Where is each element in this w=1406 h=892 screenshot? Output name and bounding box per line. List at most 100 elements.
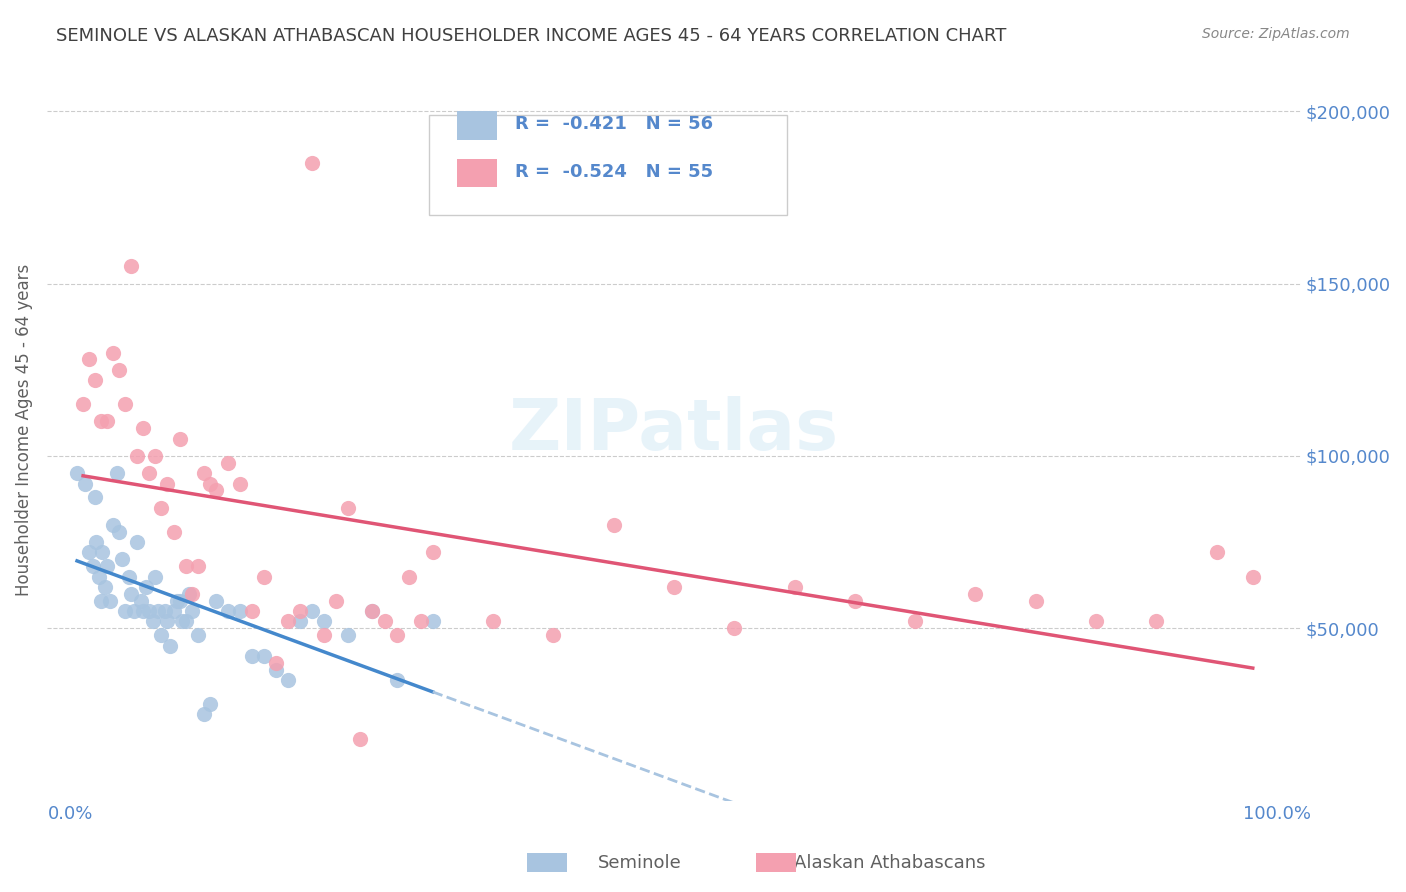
Y-axis label: Householder Income Ages 45 - 64 years: Householder Income Ages 45 - 64 years (15, 264, 32, 596)
Text: Alaskan Athabascans: Alaskan Athabascans (794, 855, 986, 872)
Point (253, 648, 276, 663)
Point (118, 569, 141, 583)
Point (127, 535, 149, 549)
Point (108, 524, 131, 539)
Point (277, 615, 299, 629)
Point (114, 604, 136, 618)
Point (904, 615, 927, 629)
Point (180, 587, 202, 601)
Point (1144, 615, 1167, 629)
Point (422, 545, 444, 559)
Point (198, 476, 221, 491)
Point (82, 559, 104, 574)
Point (156, 615, 179, 629)
Point (96, 559, 118, 574)
Point (337, 500, 360, 515)
Point (783, 580, 806, 594)
Point (204, 483, 226, 498)
Point (385, 628, 408, 642)
Point (84, 491, 107, 505)
Point (72, 397, 94, 411)
Point (602, 517, 624, 532)
Point (179, 587, 201, 601)
Point (103, 345, 125, 359)
Point (150, 500, 173, 515)
Point (217, 456, 239, 470)
Point (66, 466, 89, 480)
Point (288, 615, 311, 629)
Point (543, 628, 565, 642)
Point (240, 648, 263, 663)
Point (314, 628, 336, 642)
Point (253, 569, 276, 583)
Point (277, 673, 299, 687)
Point (174, 615, 197, 629)
Point (409, 615, 432, 629)
Point (361, 604, 384, 618)
Point (84, 373, 107, 387)
Point (150, 628, 173, 642)
Point (288, 604, 311, 618)
Text: SEMINOLE VS ALASKAN ATHABASCAN HOUSEHOLDER INCOME AGES 45 - 64 YEARS CORRELATION: SEMINOLE VS ALASKAN ATHABASCAN HOUSEHOLD… (56, 27, 1007, 45)
Point (145, 569, 167, 583)
Point (77, 352, 100, 367)
Point (301, 156, 323, 170)
Point (482, 615, 505, 629)
Point (138, 466, 160, 480)
Point (169, 593, 191, 607)
Point (180, 604, 202, 618)
Point (193, 466, 215, 480)
Point (204, 593, 226, 607)
Point (105, 466, 128, 480)
Point (1025, 593, 1047, 607)
Point (301, 604, 323, 618)
Point (193, 707, 215, 722)
Point (422, 615, 444, 629)
Point (96, 415, 118, 429)
Point (145, 449, 167, 463)
Point (349, 731, 371, 746)
Point (1241, 569, 1264, 583)
Point (162, 524, 184, 539)
Point (153, 604, 176, 618)
Point (146, 604, 169, 618)
Point (1205, 545, 1227, 559)
Point (166, 593, 188, 607)
Point (325, 593, 347, 607)
Point (662, 580, 685, 594)
FancyBboxPatch shape (429, 115, 787, 215)
Point (91, 545, 114, 559)
Point (1085, 615, 1108, 629)
Point (723, 621, 745, 635)
Point (103, 517, 125, 532)
Point (169, 432, 191, 446)
Point (122, 604, 145, 618)
Point (86, 535, 108, 549)
Point (108, 363, 131, 377)
Point (120, 260, 142, 274)
Point (373, 615, 395, 629)
Point (174, 559, 197, 574)
Text: R =  -0.524   N = 55: R = -0.524 N = 55 (515, 163, 713, 181)
Point (129, 593, 152, 607)
Point (217, 604, 239, 618)
Point (98, 593, 121, 607)
Point (264, 663, 287, 677)
Point (264, 656, 287, 670)
Text: Source: ZipAtlas.com: Source: ZipAtlas.com (1202, 27, 1350, 41)
Text: ZIPatlas: ZIPatlas (509, 396, 839, 465)
Point (965, 587, 987, 601)
Point (87, 569, 110, 583)
FancyBboxPatch shape (457, 112, 498, 140)
Point (111, 552, 134, 566)
Point (361, 604, 384, 618)
Point (844, 593, 866, 607)
Point (159, 639, 181, 653)
Text: R =  -0.421   N = 56: R = -0.421 N = 56 (515, 115, 713, 133)
Point (162, 604, 184, 618)
Point (187, 559, 209, 574)
Point (198, 697, 221, 711)
Point (135, 580, 157, 594)
Point (127, 449, 149, 463)
Point (187, 628, 209, 642)
